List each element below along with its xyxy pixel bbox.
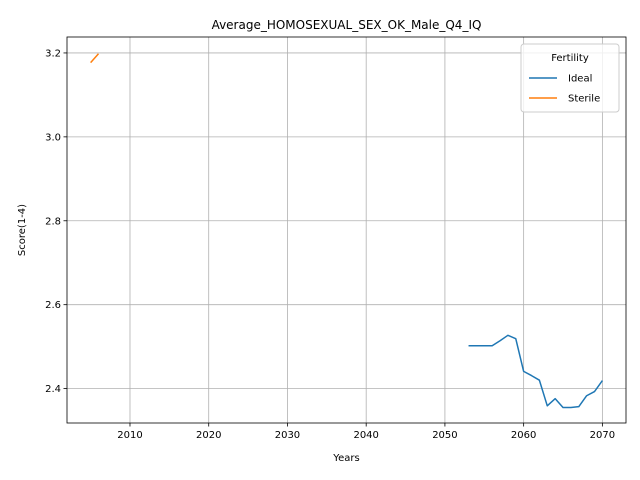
x-axis-ticks: 2010 2020 2030 2040 2050 2060 2070 — [117, 423, 615, 441]
y-tick-label: 2.6 — [45, 300, 61, 311]
y-tick-label: 2.4 — [45, 384, 61, 395]
series-line-sterile — [90, 53, 100, 64]
x-tick-label: 2010 — [117, 430, 142, 441]
x-tick-label: 2060 — [511, 430, 536, 441]
legend: Fertility Ideal Sterile — [520, 43, 620, 113]
plot-frame — [66, 36, 627, 424]
legend-title: Fertility — [551, 53, 589, 64]
x-tick-label: 2030 — [275, 430, 300, 441]
chart-title: Average_HOMOSEXUAL_SEX_OK_Male_Q4_IQ — [212, 18, 482, 32]
series-lines — [90, 53, 603, 409]
grid — [67, 37, 626, 423]
y-tick-label: 3.2 — [45, 48, 61, 59]
legend-items: Ideal Sterile — [529, 74, 600, 105]
y-tick-label: 2.8 — [45, 216, 61, 227]
y-axis-label: Score(1-4) — [17, 204, 28, 256]
legend-label-sterile: Sterile — [568, 94, 600, 105]
x-tick-label: 2050 — [432, 430, 457, 441]
legend-label-ideal: Ideal — [568, 74, 592, 85]
x-tick-label: 2070 — [590, 430, 615, 441]
x-axis-label: Years — [332, 453, 359, 464]
legend-box — [520, 43, 620, 113]
y-axis-ticks: 2.4 2.6 2.8 3.0 3.2 — [45, 48, 67, 395]
x-tick-label: 2020 — [196, 430, 221, 441]
y-tick-label: 3.0 — [45, 132, 61, 143]
x-tick-label: 2040 — [353, 430, 378, 441]
series-line-ideal — [468, 334, 603, 409]
